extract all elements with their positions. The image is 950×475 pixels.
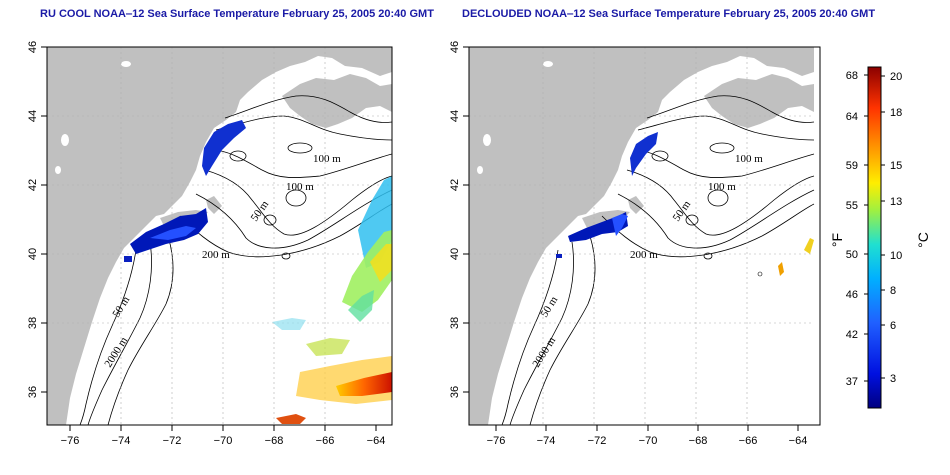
right-lon-tick: −64 xyxy=(789,435,808,447)
left-map-panel: 100 m 100 m 50 m 200 m 50 m 2000 m −76 −… xyxy=(27,41,393,447)
colorbar-c-tick: 18 xyxy=(890,107,902,119)
temperature-colorbar: 37 42 46 50 55 59 64 68 3 6 8 10 13 15 1… xyxy=(829,66,931,409)
right-map-title: DECLOUDED NOAA‒12 Sea Surface Temperatur… xyxy=(462,8,876,20)
left-lon-tick: −64 xyxy=(367,435,386,447)
right-lat-tick: 46 xyxy=(449,41,461,53)
colorbar-c-tick: 20 xyxy=(890,71,902,83)
left-lat-tick: 36 xyxy=(27,386,39,398)
colorbar-f-tick: 42 xyxy=(846,329,858,341)
colorbar-gradient xyxy=(867,66,882,409)
right-contour-label-200m: 200 m xyxy=(630,249,658,261)
left-lon-tick: −74 xyxy=(112,435,131,447)
left-contour-label-50m-b: 50 m xyxy=(110,294,132,320)
right-lat-tick: 42 xyxy=(449,179,461,191)
colorbar-fahrenheit-label: °F xyxy=(829,233,845,247)
right-lon-tick: −74 xyxy=(537,435,556,447)
right-lat-tick: 36 xyxy=(449,386,461,398)
left-map-title: RU COOL NOAA‒12 Sea Surface Temperature … xyxy=(40,8,434,20)
colorbar-f-tick: 68 xyxy=(846,70,858,82)
colorbar-f-tick: 59 xyxy=(846,160,858,172)
right-cold-sst-patches xyxy=(556,132,658,258)
colorbar-f-tick: 50 xyxy=(846,249,858,261)
left-lat-tick: 38 xyxy=(27,317,39,329)
right-lon-tick: −66 xyxy=(739,435,758,447)
left-map-frame xyxy=(46,46,393,426)
colorbar-c-tick: 6 xyxy=(890,320,896,332)
right-map-frame xyxy=(468,46,821,426)
left-lon-tick: −66 xyxy=(316,435,335,447)
left-lat-tick: 40 xyxy=(27,248,39,260)
right-contour-label-100m-a: 100 m xyxy=(735,153,763,165)
left-lon-tick: −72 xyxy=(163,435,182,447)
left-contour-label-2000m: 2000 m xyxy=(102,335,130,370)
right-lat-tick: 44 xyxy=(449,110,461,122)
left-lon-tick: −68 xyxy=(265,435,284,447)
colorbar-c-tick: 8 xyxy=(890,285,896,297)
left-contour-label-100m-b: 100 m xyxy=(286,181,314,193)
colorbar-celsius-label: °C xyxy=(915,232,931,248)
right-lat-tick: 40 xyxy=(449,248,461,260)
right-lon-tick: −76 xyxy=(487,435,506,447)
left-cold-sst-patches xyxy=(124,120,246,262)
left-contour-label-100m-a: 100 m xyxy=(313,153,341,165)
right-lon-tick: −68 xyxy=(689,435,708,447)
right-contour-label-50m-b: 50 m xyxy=(538,294,560,320)
left-lon-tick: −70 xyxy=(214,435,233,447)
right-lat-tick: 38 xyxy=(449,317,461,329)
right-map-panel: 100 m 100 m 50 m 200 m 50 m 2000 m −76 −… xyxy=(449,41,821,447)
colorbar-f-tick: 64 xyxy=(846,111,858,123)
colorbar-c-tick: 13 xyxy=(890,196,902,208)
colorbar-c-tick: 15 xyxy=(890,160,902,172)
colorbar-c-tick: 10 xyxy=(890,250,902,262)
colorbar-f-tick: 37 xyxy=(846,376,858,388)
left-lat-tick: 42 xyxy=(27,179,39,191)
left-warm-sst-patches xyxy=(272,176,392,424)
right-lon-tick: −70 xyxy=(639,435,658,447)
right-contour-label-2000m: 2000 m xyxy=(530,335,558,370)
colorbar-f-tick: 55 xyxy=(846,200,858,212)
left-lat-tick: 46 xyxy=(27,41,39,53)
left-lat-tick: 44 xyxy=(27,110,39,122)
colorbar-c-tick: 3 xyxy=(890,373,896,385)
right-warm-sst-patches xyxy=(757,238,814,277)
colorbar-f-tick: 46 xyxy=(846,289,858,301)
left-contour-label-200m: 200 m xyxy=(202,249,230,261)
right-contour-label-100m-b: 100 m xyxy=(708,181,736,193)
left-lon-tick: −76 xyxy=(61,435,80,447)
right-lon-tick: −72 xyxy=(588,435,607,447)
